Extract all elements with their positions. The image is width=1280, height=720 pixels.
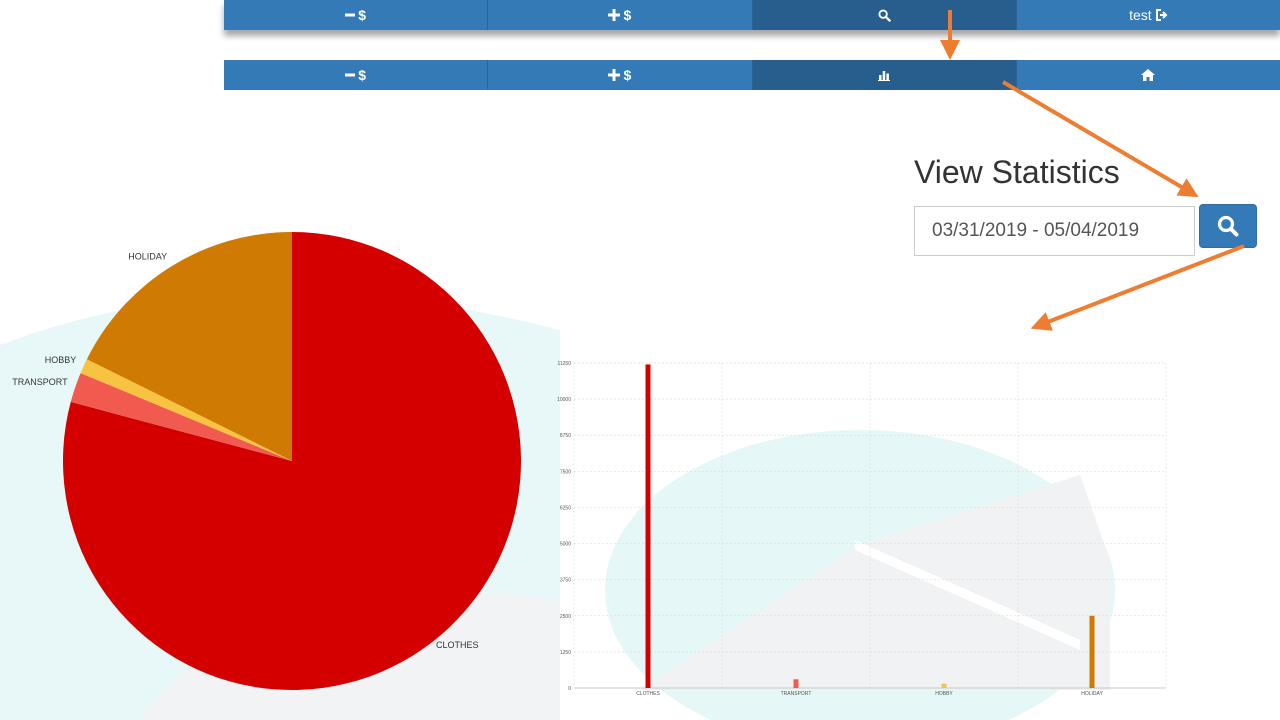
y-tick-label: 5000 bbox=[560, 542, 571, 548]
minus-icon bbox=[345, 73, 356, 77]
minus-icon bbox=[345, 13, 356, 17]
y-tick-label: 1250 bbox=[560, 650, 571, 656]
bar-transport bbox=[793, 679, 799, 688]
x-tick-label: HOLIDAY bbox=[1081, 691, 1103, 697]
search-icon bbox=[1217, 215, 1239, 237]
pie-chart: CLOTHES TRANSPORT HOBBY HOLIDAY bbox=[12, 232, 521, 690]
bar-hobby bbox=[941, 683, 947, 688]
y-tick-label: 7500 bbox=[560, 469, 571, 475]
date-range-input[interactable] bbox=[914, 206, 1195, 256]
pie-label: HOBBY bbox=[45, 355, 77, 365]
y-tick-label: 0 bbox=[568, 686, 571, 692]
nav-username: test bbox=[1129, 7, 1152, 23]
stats-navbar: $ $ bbox=[224, 60, 1280, 90]
bar-holiday bbox=[1089, 615, 1095, 688]
sign-out-icon bbox=[1155, 9, 1168, 21]
pie-label: CLOTHES bbox=[436, 640, 479, 650]
nav-income-label: $ bbox=[623, 7, 632, 23]
nav-expense-button[interactable]: $ bbox=[224, 0, 489, 30]
page-title: View Statistics bbox=[914, 154, 1120, 190]
nav2-home-button[interactable] bbox=[1016, 60, 1280, 90]
bar-chart-icon bbox=[878, 70, 891, 81]
nav2-income-label: $ bbox=[623, 67, 632, 83]
nav-expense-label: $ bbox=[358, 7, 367, 23]
y-tick-label: 10000 bbox=[557, 397, 571, 403]
pie-slice-holiday bbox=[86, 232, 292, 461]
nav-income-button[interactable]: $ bbox=[488, 0, 753, 30]
y-tick-label: 8750 bbox=[560, 433, 571, 439]
pie-slice-hobby bbox=[80, 359, 292, 461]
pie-label: TRANSPORT bbox=[12, 377, 68, 387]
y-tick-label: 11250 bbox=[557, 361, 571, 367]
nav2-income-button[interactable]: $ bbox=[488, 60, 753, 90]
search-icon bbox=[878, 8, 891, 22]
x-tick-label: HOBBY bbox=[935, 691, 953, 697]
plus-icon bbox=[608, 69, 621, 81]
y-tick-label: 6250 bbox=[560, 505, 571, 511]
pie-slice-transport bbox=[70, 373, 292, 461]
nav-search-button[interactable] bbox=[752, 0, 1017, 30]
pie-label: HOLIDAY bbox=[128, 252, 167, 262]
x-tick-label: TRANSPORT bbox=[781, 691, 812, 697]
bar-chart: 0 1250 2500 3750 5000 6250 7500 8750 10000 11250 C… bbox=[557, 361, 1167, 697]
nav2-statistics-button[interactable] bbox=[752, 60, 1017, 90]
search-button[interactable] bbox=[1199, 204, 1257, 248]
y-tick-label: 2500 bbox=[560, 614, 571, 620]
x-tick-label: CLOTHES bbox=[636, 691, 660, 697]
home-icon bbox=[1141, 69, 1156, 81]
bar-clothes bbox=[645, 364, 651, 688]
y-tick-label: 3750 bbox=[560, 578, 571, 584]
nav2-expense-label: $ bbox=[358, 67, 367, 83]
top-navbar: $ $ test bbox=[224, 0, 1280, 30]
nav-user-logout-button[interactable]: test bbox=[1016, 0, 1280, 30]
plus-icon bbox=[608, 9, 621, 21]
nav2-expense-button[interactable]: $ bbox=[224, 60, 489, 90]
